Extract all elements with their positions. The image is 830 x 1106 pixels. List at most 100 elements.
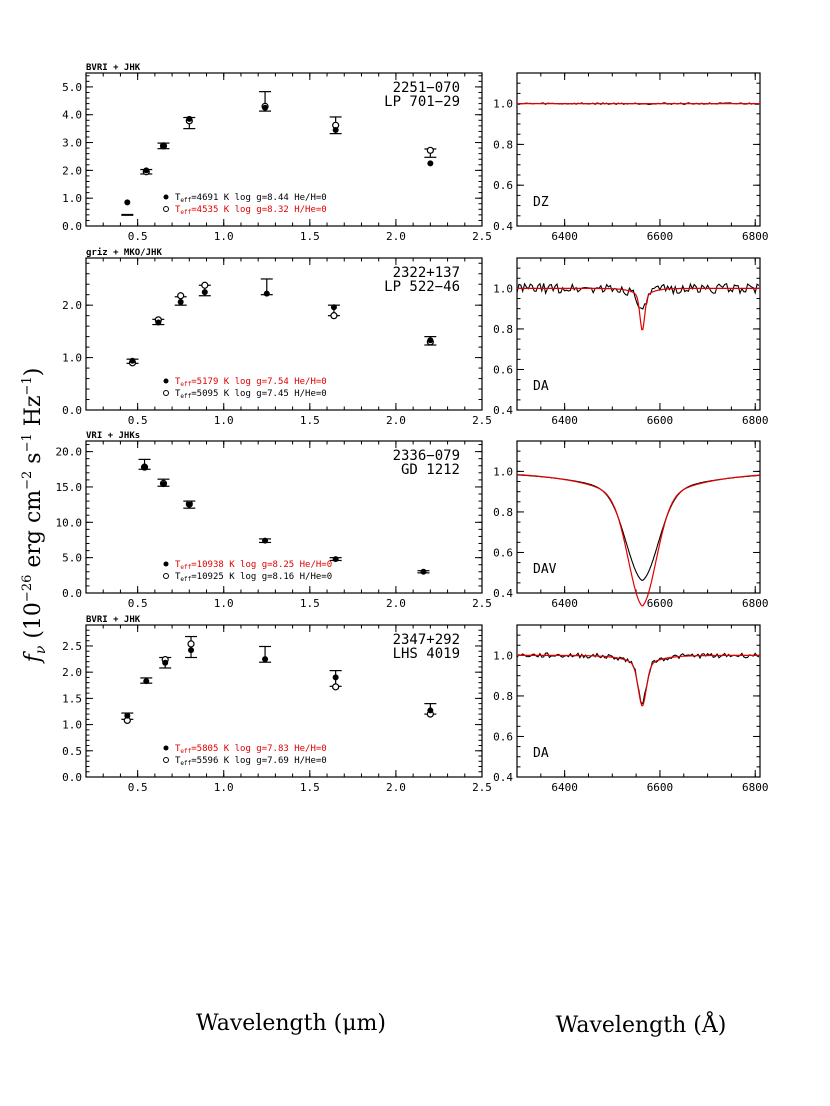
x-tick-label: 6400 (551, 414, 578, 427)
sed-panel: 0.5 1.0 1.5 2.0 2.5 0.0 0.5 1.0 1.5 2.0 2.5 BVRI + … (62, 615, 492, 794)
spectral-type-label: DAV (533, 562, 557, 577)
spectrum-panel: 6400 6600 6800 0.4 0.6 0.8 1.0 DA (493, 257, 768, 427)
model-filled-point (262, 656, 269, 663)
panels: 0.5 1.0 1.5 2.0 2.5 0.0 1.0 2.0 3.0 4.0 5.0 BVRI + … (56, 63, 769, 794)
y-tick-label: 2.0 (62, 666, 82, 679)
plot-frame (85, 624, 483, 778)
model-filled-point (124, 199, 131, 206)
model-filled-point (155, 319, 162, 326)
legend-filled-marker (163, 194, 169, 200)
y-tick-label: 0.4 (493, 220, 513, 233)
x-tick-label: 6600 (647, 414, 674, 427)
spectral-type-label: DA (533, 379, 549, 394)
plot-frame (516, 257, 761, 411)
observed-spectrum (516, 652, 760, 705)
y-tick-label: 2.5 (62, 640, 82, 653)
star-name: LHS 4019 (393, 646, 460, 662)
model-open-point (332, 683, 340, 691)
model-spectrum (517, 287, 760, 331)
y-tick-label: 0.4 (493, 404, 513, 417)
star-name: LP 701−29 (384, 94, 460, 110)
y-tick-label: 0.0 (62, 771, 82, 784)
x-tick-label: 2.5 (472, 781, 492, 794)
x-tick-label: 0.5 (128, 230, 148, 243)
x-tick-label: 0.5 (128, 414, 148, 427)
model-filled-point (160, 481, 167, 488)
spectrum-panel: 6400 6600 6800 0.4 0.6 0.8 1.0 DZ (493, 72, 768, 243)
y-tick-label: 0.8 (493, 506, 513, 519)
model-filled-point (262, 104, 269, 111)
plot-frame (85, 72, 483, 227)
star-name: 2251−070 (393, 80, 460, 96)
legend-entry: Teff=4691 K log g=8.44 He/H=0 (175, 193, 327, 204)
y-tick-label: 0.8 (493, 323, 513, 336)
x-tick-label: 2.0 (386, 597, 406, 610)
legend-open-marker (163, 573, 169, 579)
photometry-header: BVRI + JHK (86, 63, 141, 73)
ylabel-exp2: −2 (20, 471, 35, 490)
photometry-header: VRI + JHKs (86, 431, 140, 441)
x-tick-label: 1.5 (300, 597, 320, 610)
x-tick-label: 1.0 (214, 781, 234, 794)
y-tick-label: 0.4 (493, 587, 513, 600)
legend-entry: Teff=10925 K log g=8.16 H/He=0 (175, 572, 332, 583)
model-filled-point (143, 167, 150, 174)
y-tick-label: 0.0 (62, 220, 82, 233)
plot-frame (516, 624, 761, 778)
x-tick-label: 6800 (742, 781, 769, 794)
x-tick-label: 2.5 (472, 597, 492, 610)
y-tick-label: 0.6 (493, 546, 513, 559)
x-tick-label: 6400 (551, 230, 578, 243)
model-filled-point (160, 142, 167, 149)
x-tick-label: 6600 (647, 781, 674, 794)
y-tick-label: 1.0 (493, 465, 513, 478)
model-filled-point (188, 647, 195, 654)
star-name: 2347+292 (393, 632, 460, 648)
x-tick-label: 2.0 (386, 414, 406, 427)
y-tick-label: 2.0 (62, 299, 82, 312)
y-tick-label: 0.5 (62, 745, 82, 758)
ylabel-part2: erg cm (21, 490, 46, 575)
x-tick-label: 1.5 (300, 781, 320, 794)
legend-open-marker (163, 390, 169, 396)
photometry-header: BVRI + JHK (86, 615, 141, 625)
y-tick-label: 10.0 (56, 516, 83, 529)
y-tick-label: 1.0 (493, 282, 513, 295)
y-tick-label: 5.0 (62, 552, 82, 565)
y-axis-label: fν (10−26 erg cm−2 s−1 Hz−1) (20, 368, 49, 665)
observed-spectrum (516, 282, 760, 310)
x-tick-label: 6600 (647, 230, 674, 243)
x-tick-label: 6400 (551, 597, 578, 610)
y-tick-label: 1.0 (62, 352, 82, 365)
ylabel-part5: ) (21, 368, 46, 377)
y-tick-label: 1.0 (62, 192, 82, 205)
legend-entry: Teff=4535 K log g=8.32 H/He=0 (175, 205, 327, 216)
x-tick-label: 2.0 (386, 781, 406, 794)
ylabel-exp1: −26 (20, 575, 35, 602)
plot-frame (85, 440, 483, 594)
model-spectrum (516, 473, 760, 607)
ylabel-exp3: −1 (20, 433, 35, 452)
x-tick-label: 2.5 (472, 414, 492, 427)
model-open-point (187, 640, 195, 648)
sed-panel: 0.5 1.0 1.5 2.0 2.5 0.0 1.0 2.0 griz + MKO/JHK 23… (62, 247, 492, 427)
x-tick-label: 2.5 (472, 230, 492, 243)
y-tick-label: 0.4 (493, 771, 513, 784)
model-filled-point (263, 290, 270, 297)
model-filled-point (427, 707, 434, 714)
star-name: 2336−079 (393, 448, 460, 464)
plot-frame (85, 257, 483, 411)
legend-open-marker (163, 757, 169, 763)
x-tick-label: 1.0 (214, 414, 234, 427)
legend-filled-marker (163, 561, 169, 567)
model-filled-point (420, 568, 427, 575)
model-open-point (426, 146, 434, 154)
y-tick-label: 20.0 (56, 446, 83, 459)
x-tick-label: 1.5 (300, 414, 320, 427)
photometry-header: griz + MKO/JHK (86, 247, 162, 258)
model-filled-point (332, 674, 339, 681)
model-filled-point (427, 337, 434, 344)
y-tick-label: 3.0 (62, 137, 82, 150)
y-tick-label: 5.0 (62, 81, 82, 94)
